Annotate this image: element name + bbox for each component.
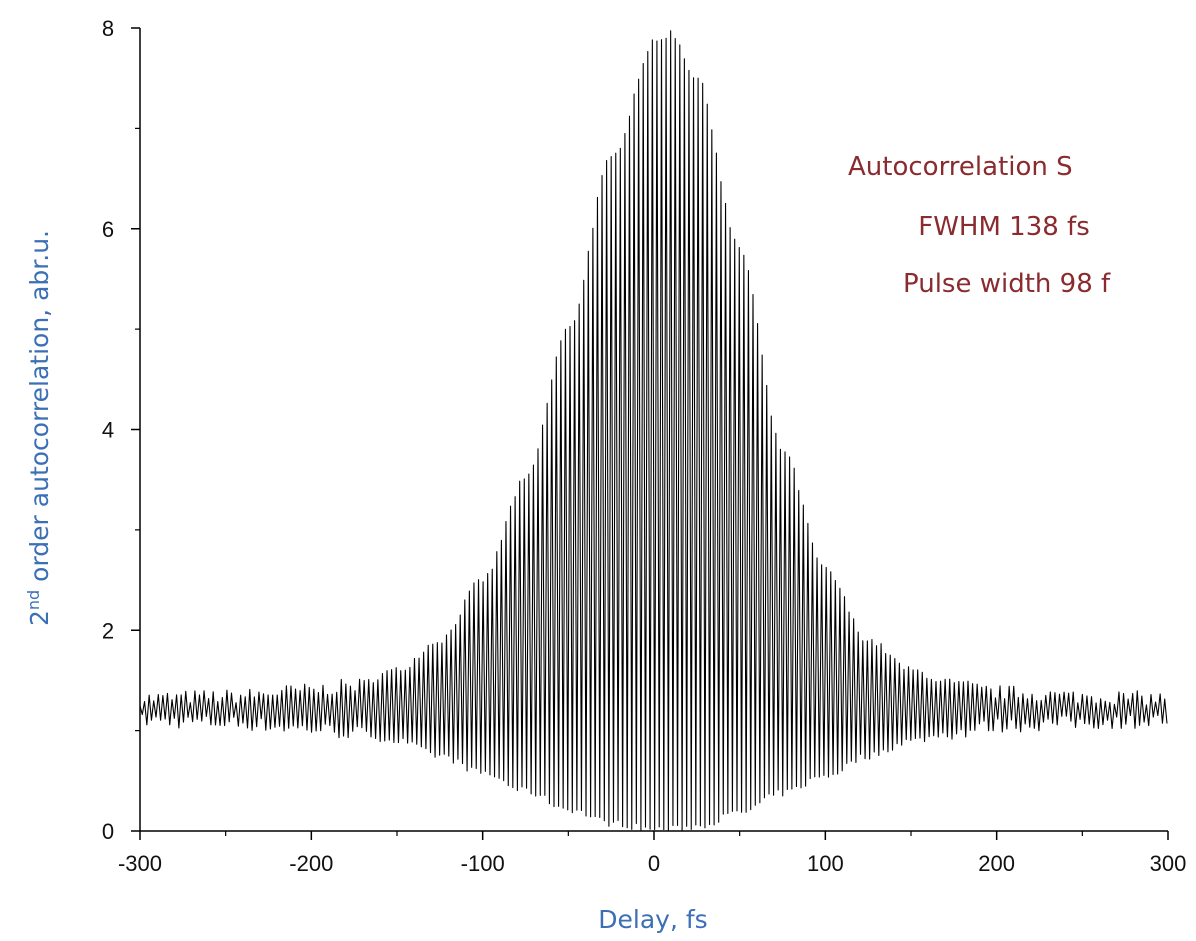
y-axis-title-rest: order autocorrelation, abr.u. [25,230,54,590]
annotation-fwhm: FWHM 138 fs [918,212,1090,242]
annotation-pulse-width: Pulse width 98 f [903,269,1111,299]
x-tick-label: 100 [807,851,844,876]
y-tick-label: 4 [102,418,114,443]
y-tick-label: 8 [102,16,114,41]
x-tick-label: -300 [118,851,162,876]
y-tick-label: 2 [102,618,114,643]
y-axis-title-superscript: nd [24,590,43,610]
y-axis-title: 2nd order autocorrelation, abr.u. [24,230,55,626]
x-axis-ticks: -300 -200 -100 0 100 200 300 [118,831,1186,876]
y-axis-title-prefix: 2 [25,610,54,626]
trace-layer [139,30,1168,832]
annotation-title: Autocorrelation S [848,152,1073,182]
y-tick-label: 0 [102,819,114,844]
y-tick-label: 6 [102,217,114,242]
autocorrelation-trace [139,30,1168,832]
x-axis-title: Delay, fs [598,905,707,934]
x-tick-label: 300 [1150,851,1187,876]
x-tick-label: -100 [461,851,505,876]
x-tick-label: 0 [648,851,660,876]
annotation-box: Autocorrelation S FWHM 138 fs Pulse widt… [848,152,1111,299]
x-tick-label: -200 [289,851,333,876]
x-tick-label: 200 [978,851,1015,876]
y-axis-ticks: 0 2 4 6 8 [102,16,140,844]
